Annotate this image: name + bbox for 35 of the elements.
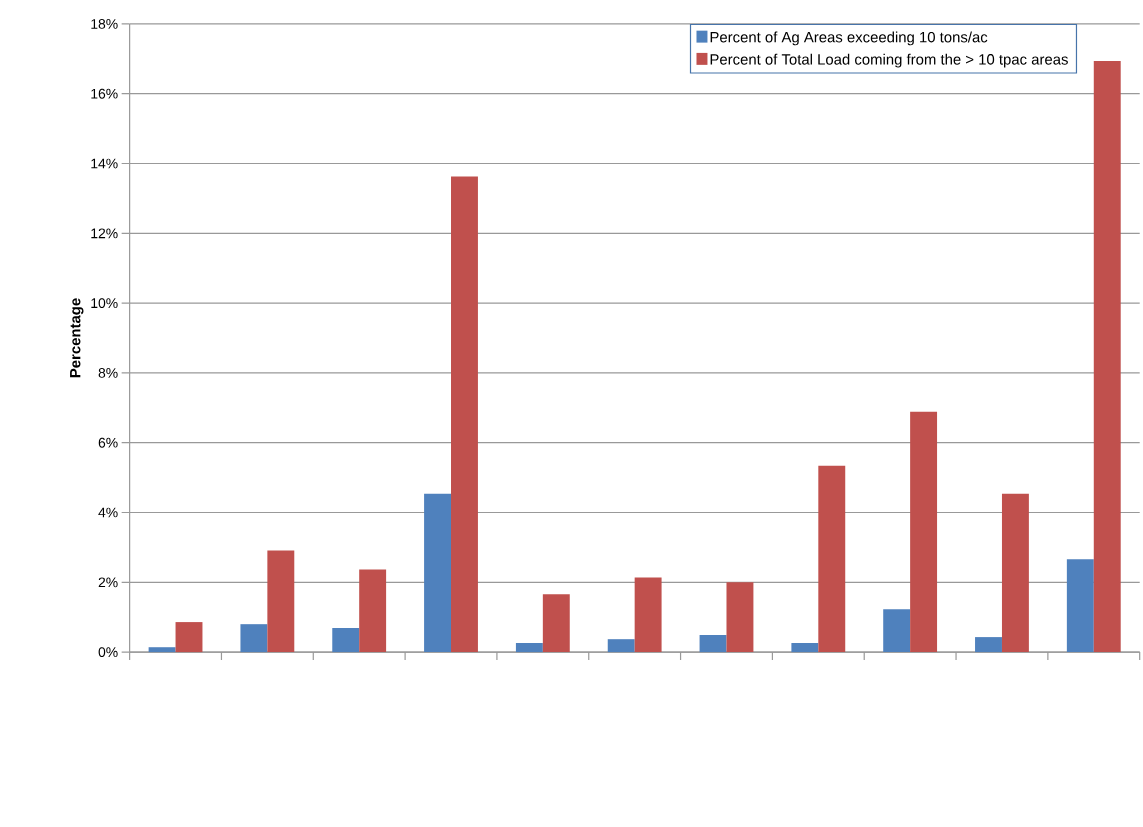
y-tick-label: 4% [98, 507, 118, 518]
y-tick-label: 8% [98, 368, 118, 379]
y-tick-label: 12% [91, 228, 118, 239]
bar [332, 628, 360, 653]
bar [240, 624, 268, 653]
bar [175, 622, 203, 653]
legend-label: Percent of Total Load coming from the > 10 tpac areas [710, 53, 1068, 68]
bar [791, 643, 819, 653]
y-tick-label: 2% [98, 577, 118, 588]
bar [1066, 559, 1094, 653]
bar [359, 569, 387, 653]
bar [883, 609, 911, 653]
y-tick-label: 0% [98, 647, 118, 658]
bar [634, 577, 662, 653]
bar [975, 637, 1002, 653]
y-axis-title: Percentage [70, 298, 84, 378]
bar [451, 176, 478, 653]
bar [542, 594, 570, 653]
bar [910, 411, 938, 653]
bar [148, 647, 176, 653]
y-tick-label: 16% [91, 88, 118, 99]
bar [1093, 61, 1121, 653]
bar [424, 493, 452, 653]
bar [515, 643, 543, 653]
y-tick-label: 14% [91, 158, 118, 169]
y-tick-label: 18% [91, 19, 118, 30]
bar [607, 639, 635, 653]
y-tick-label: 6% [98, 437, 118, 448]
bar [699, 635, 727, 653]
bar [818, 465, 846, 653]
y-tick-label: 10% [91, 298, 118, 309]
bar [267, 550, 295, 653]
bar [1001, 493, 1029, 653]
legend-label: Percent of Ag Areas exceeding 10 tons/ac [710, 31, 988, 46]
bar [726, 582, 754, 653]
